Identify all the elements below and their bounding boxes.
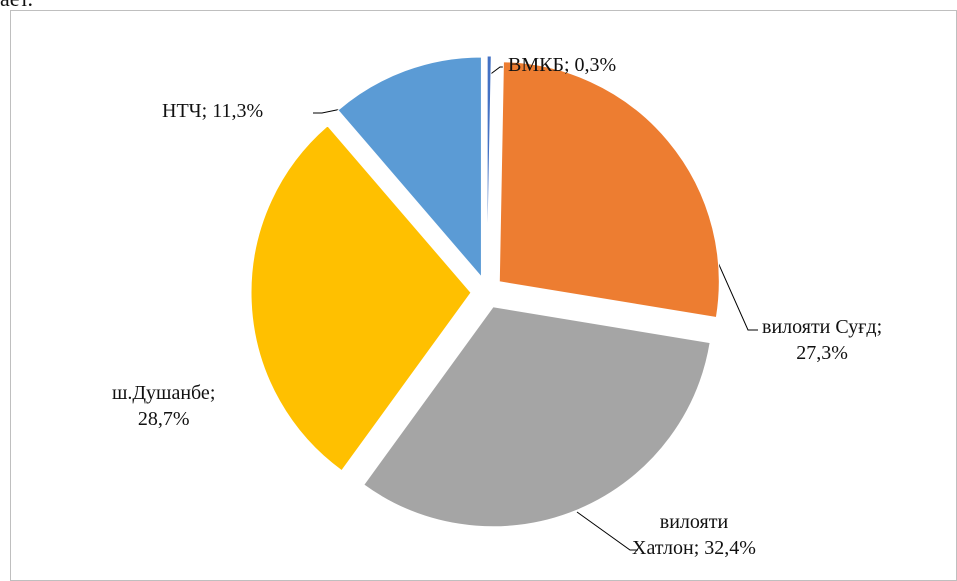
text-fragment: ает. bbox=[0, 0, 33, 12]
pie-slice bbox=[337, 56, 482, 279]
pie-slice bbox=[486, 55, 492, 277]
leader-line bbox=[576, 511, 638, 551]
data-label: вилояти Хатлон; 32,4% bbox=[632, 511, 756, 559]
data-label: НТЧ; 11,3% bbox=[162, 100, 264, 122]
pie-slice bbox=[498, 61, 720, 319]
data-label: ВМКБ; 0,3% bbox=[508, 54, 617, 76]
pie-slice bbox=[363, 306, 711, 528]
data-label: ш.Душанбе; 28,7% bbox=[112, 382, 216, 430]
pie-slice bbox=[250, 125, 472, 472]
data-label: вилояти Суғд; 27,3% bbox=[762, 316, 883, 364]
